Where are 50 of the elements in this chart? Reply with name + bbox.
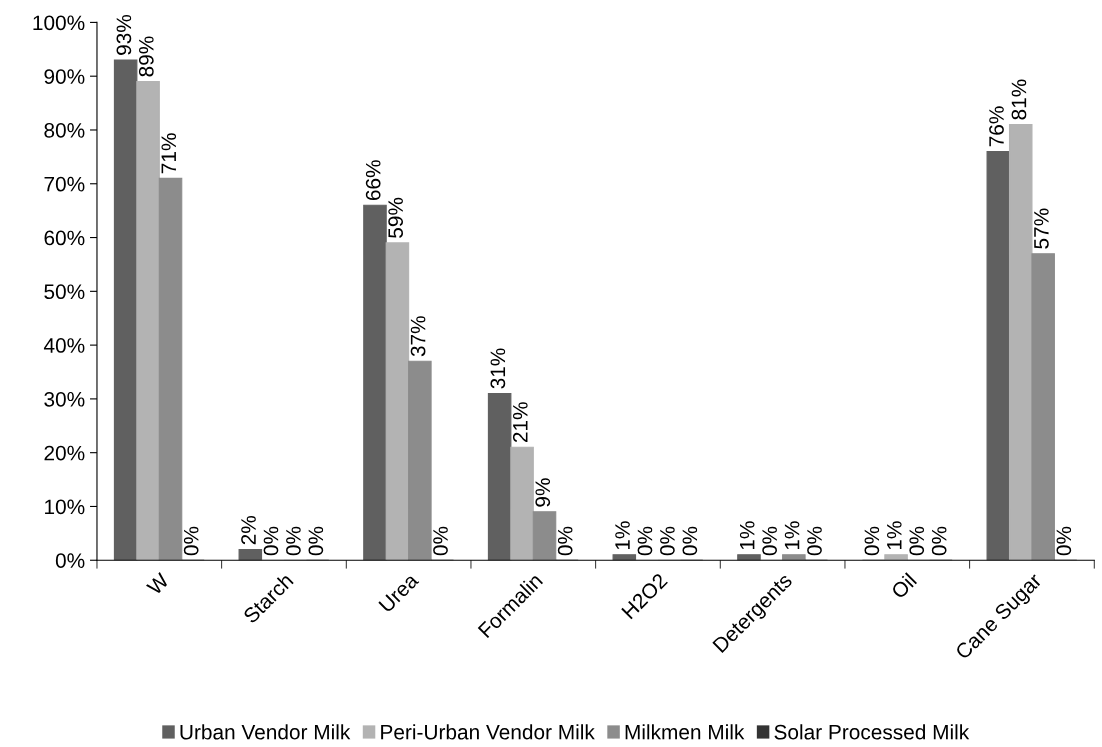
y-tick-label: 80% bbox=[44, 122, 85, 138]
data-label: 0% bbox=[557, 526, 573, 556]
data-label: 1% bbox=[615, 521, 630, 550]
data-label: 57% bbox=[1034, 208, 1049, 249]
data-label: 76% bbox=[989, 106, 1004, 147]
data-label: 0% bbox=[807, 526, 822, 556]
data-label: 66% bbox=[365, 160, 381, 201]
data-label: 31% bbox=[490, 348, 506, 389]
data-label: 2% bbox=[241, 515, 256, 545]
y-tick-label: 70% bbox=[44, 176, 85, 192]
data-label: 1% bbox=[739, 521, 755, 550]
y-tick-label: 50% bbox=[44, 284, 85, 300]
data-label: 0% bbox=[909, 526, 925, 556]
data-label: 1% bbox=[784, 521, 800, 550]
data-label: 0% bbox=[1056, 526, 1072, 556]
data-label: 0% bbox=[660, 526, 675, 556]
data-label: 71% bbox=[161, 133, 177, 174]
y-tick-label: 90% bbox=[44, 69, 85, 84]
data-label: 0% bbox=[682, 526, 698, 556]
data-label: 0% bbox=[308, 526, 324, 556]
data-label: 59% bbox=[388, 197, 404, 238]
data-label: 9% bbox=[535, 478, 551, 507]
data-label: 0% bbox=[433, 526, 448, 556]
data-label: 93% bbox=[116, 14, 132, 55]
legend-label: Urban Vendor Milk bbox=[180, 724, 351, 740]
data-label: 0% bbox=[183, 526, 199, 556]
y-tick-label: 40% bbox=[43, 338, 85, 353]
y-tick-label: 30% bbox=[44, 391, 85, 407]
x-tick-label: W bbox=[146, 571, 170, 596]
data-label: 0% bbox=[286, 526, 301, 556]
data-label: 81% bbox=[1011, 79, 1027, 120]
data-label: 0% bbox=[263, 526, 279, 556]
y-tick-label: 60% bbox=[44, 230, 85, 246]
legend-label: Solar Processed Milk bbox=[774, 724, 970, 740]
data-label: 0% bbox=[762, 526, 777, 556]
y-tick-label: 100% bbox=[33, 15, 85, 31]
data-label: 0% bbox=[931, 526, 947, 556]
legend-label: Milkmen Milk bbox=[625, 724, 745, 740]
x-tick-label: Oil bbox=[889, 572, 918, 600]
data-label: 89% bbox=[138, 36, 154, 77]
y-tick-label: 0% bbox=[55, 553, 85, 568]
data-label: 21% bbox=[512, 402, 528, 443]
legend-label: Peri-Urban Vendor Milk bbox=[381, 724, 595, 740]
data-label: 0% bbox=[864, 526, 880, 556]
y-tick-label: 20% bbox=[44, 445, 85, 461]
x-tick-label: Urea bbox=[378, 571, 420, 613]
data-label: 37% bbox=[410, 316, 426, 357]
y-tick-label: 10% bbox=[45, 499, 85, 515]
data-label: 0% bbox=[637, 526, 653, 556]
data-label: 1% bbox=[887, 521, 902, 550]
